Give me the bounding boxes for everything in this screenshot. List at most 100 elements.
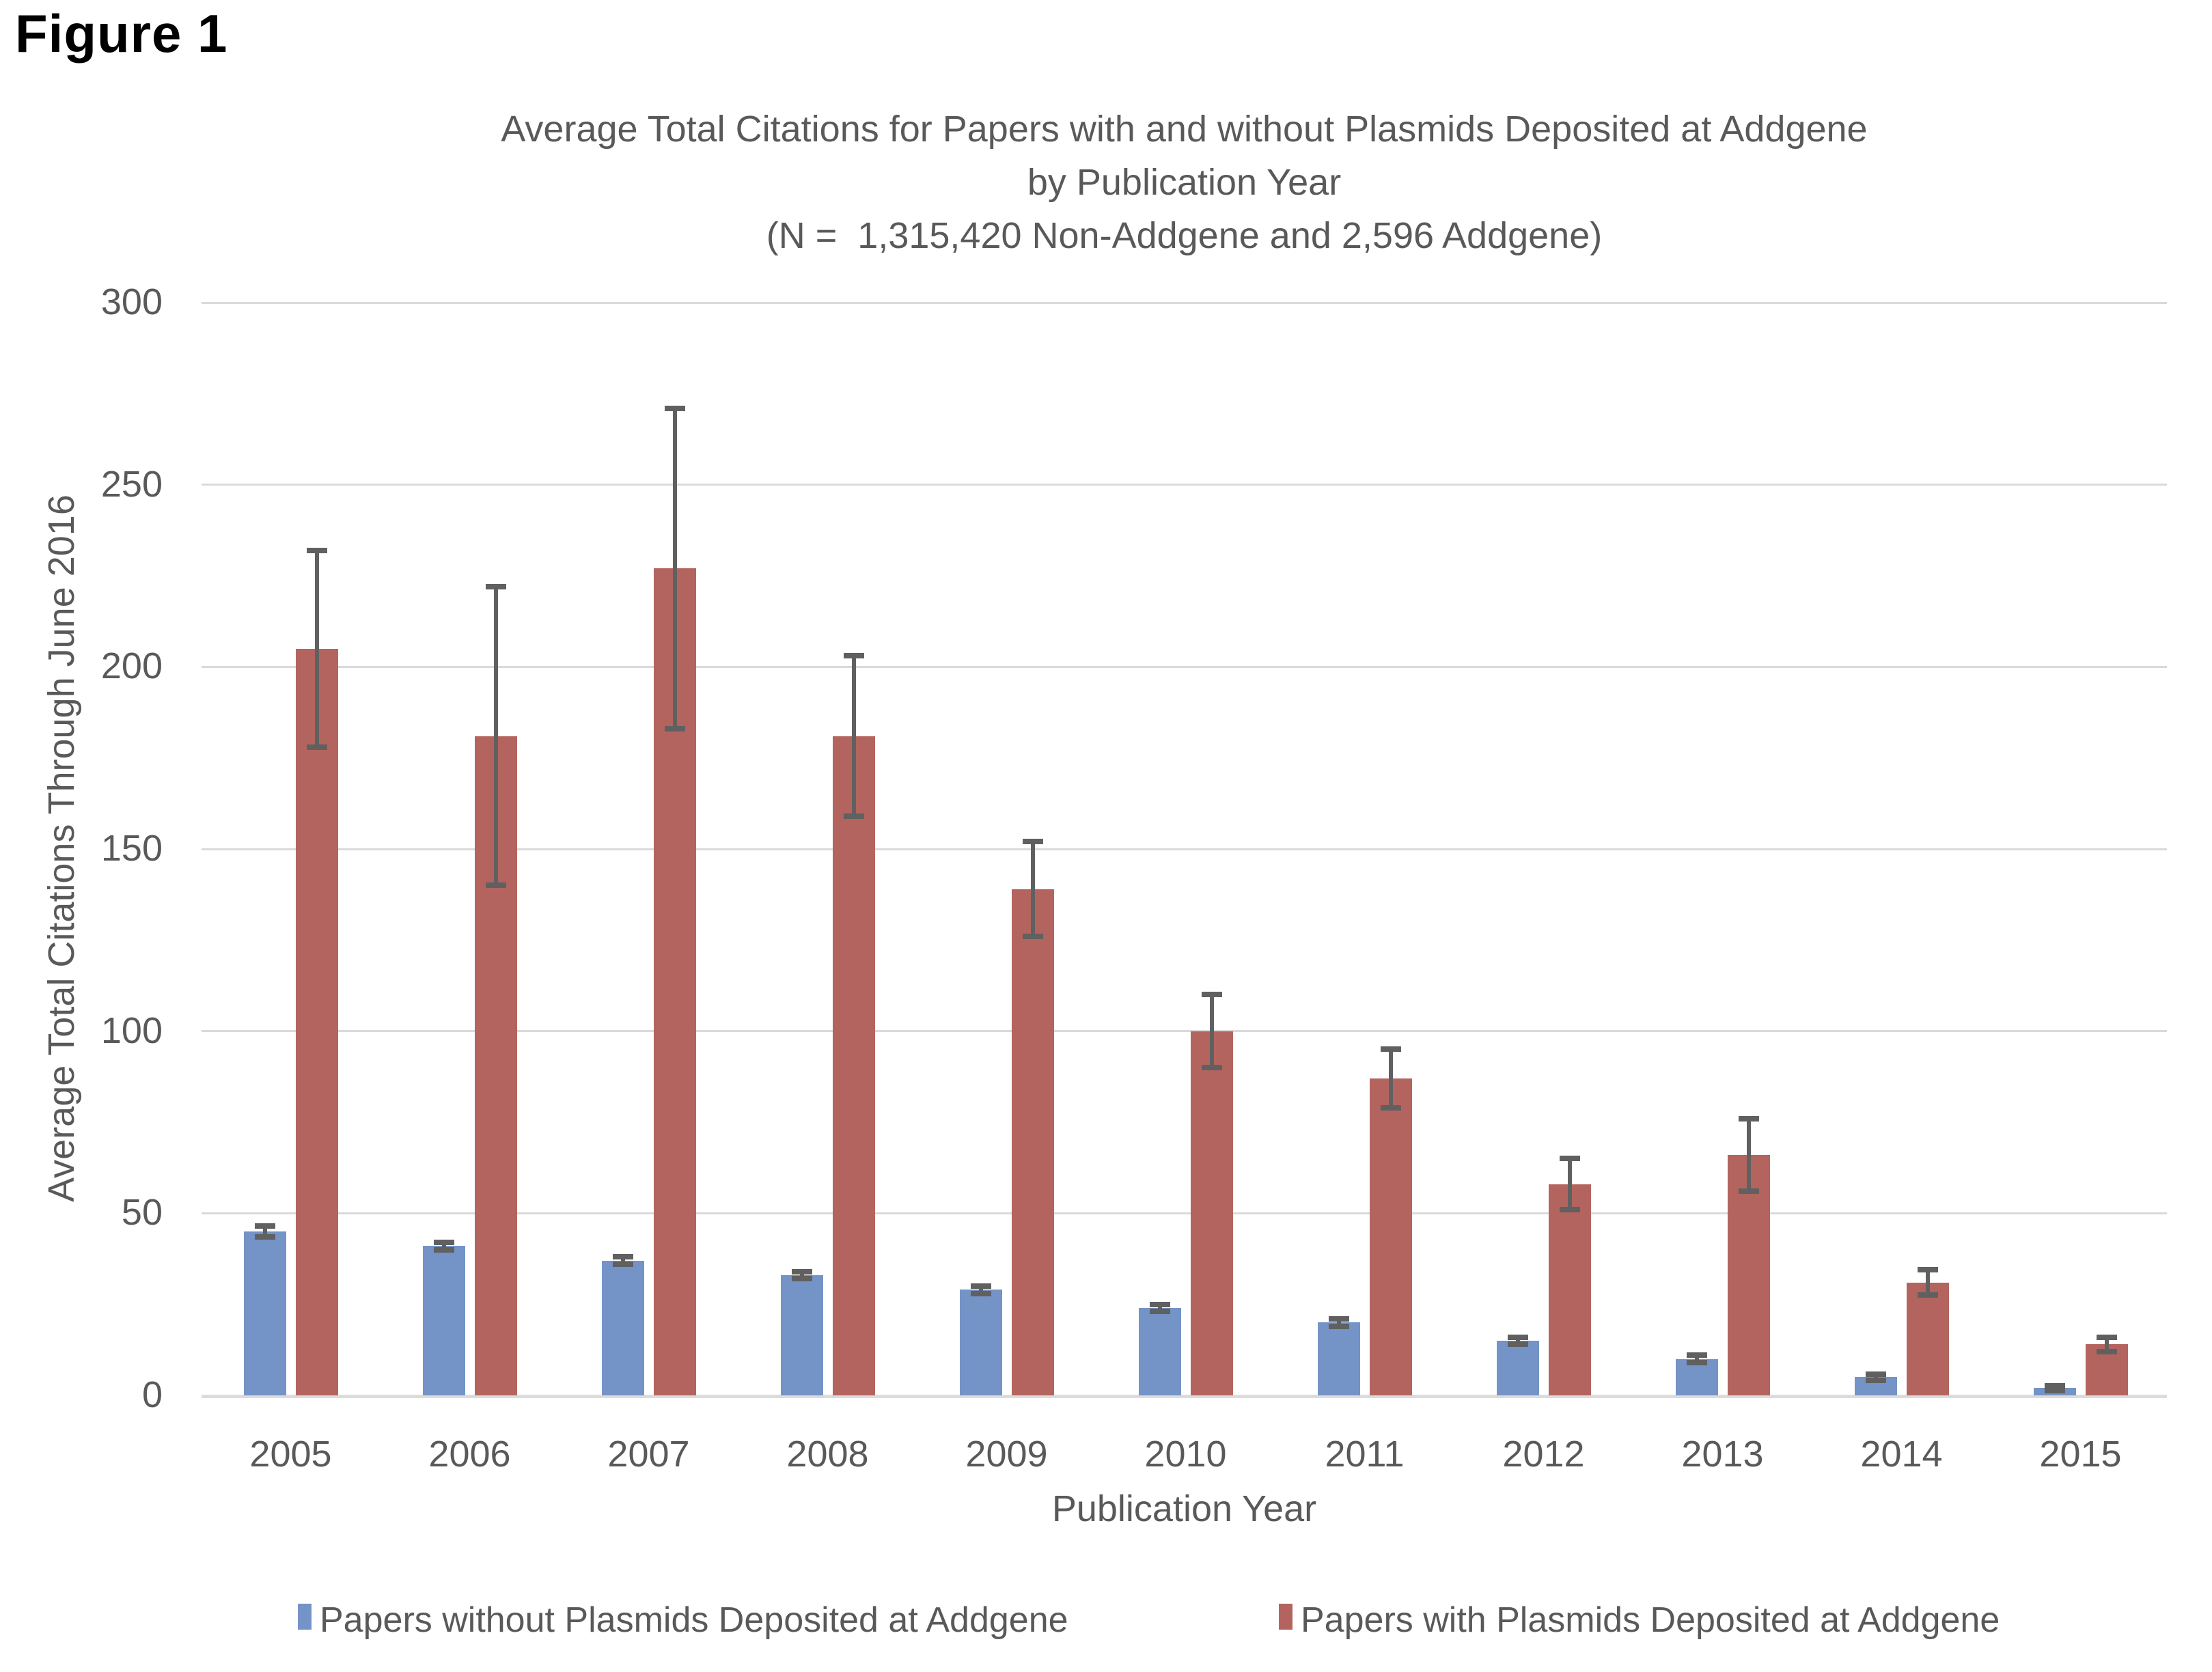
bar-with-addgene bbox=[1906, 1282, 1949, 1395]
error-bar-cap-top bbox=[1738, 1115, 1759, 1121]
bar-without-addgene bbox=[243, 1231, 286, 1395]
error-bar-cap-top bbox=[1559, 1156, 1580, 1162]
error-bar-cap-bottom bbox=[1201, 1065, 1222, 1070]
figure-label: Figure 1 bbox=[15, 3, 228, 64]
bar-without-addgene bbox=[1138, 1308, 1181, 1395]
error-bar-line bbox=[620, 1257, 625, 1264]
x-tick-label: 2014 bbox=[1860, 1434, 1943, 1475]
x-tick-label: 2007 bbox=[607, 1434, 690, 1475]
error-bar-line bbox=[1873, 1374, 1878, 1380]
error-bar-cap-bottom bbox=[1738, 1188, 1759, 1195]
x-axis-title: Publication Year bbox=[1051, 1488, 1317, 1529]
error-bar-cap-top bbox=[433, 1240, 454, 1245]
error-bar-cap-bottom bbox=[1380, 1104, 1401, 1111]
error-bar-cap-bottom bbox=[1865, 1377, 1886, 1383]
legend-swatch-with-addgene bbox=[1279, 1604, 1292, 1630]
error-bar-line bbox=[1567, 1158, 1572, 1210]
plot-area bbox=[202, 301, 2167, 1398]
chart-title-line-3: (N = 1,315,420 Non-Addgene and 2,596 Add… bbox=[766, 215, 1603, 256]
error-bar-cap-top bbox=[1686, 1352, 1707, 1358]
error-bar-cap-top bbox=[2096, 1334, 2117, 1340]
error-bar-cap-bottom bbox=[2096, 1349, 2117, 1354]
error-bar-cap-top bbox=[1507, 1334, 1528, 1340]
gridline bbox=[202, 1212, 2167, 1214]
error-bar-line bbox=[978, 1286, 983, 1294]
error-bar-line bbox=[1157, 1304, 1162, 1312]
error-bar-cap-bottom bbox=[1917, 1292, 1938, 1298]
y-tick-label: 0 bbox=[141, 1374, 163, 1415]
bar-with-addgene bbox=[1727, 1155, 1770, 1395]
x-tick-label: 2010 bbox=[1144, 1434, 1227, 1475]
x-axis-line bbox=[202, 1395, 2167, 1398]
error-bar-cap-top bbox=[306, 547, 327, 553]
error-bar-line bbox=[1336, 1319, 1341, 1326]
error-bar-cap-top bbox=[1149, 1301, 1170, 1307]
error-bar-cap-top bbox=[664, 405, 685, 411]
chart-title-line-1: Average Total Citations for Papers with … bbox=[501, 109, 1868, 150]
error-bar-cap-bottom bbox=[306, 744, 327, 750]
bar-with-addgene bbox=[1548, 1184, 1591, 1395]
error-bar-line bbox=[672, 408, 677, 729]
error-bar-cap-bottom bbox=[433, 1246, 454, 1253]
error-bar-line bbox=[1209, 994, 1214, 1068]
error-bar-line bbox=[1694, 1355, 1699, 1363]
bar-with-addgene bbox=[1190, 1031, 1233, 1395]
y-tick-label: 250 bbox=[100, 463, 163, 505]
error-bar-line bbox=[851, 656, 856, 816]
error-bar-cap-bottom bbox=[2044, 1387, 2065, 1393]
error-bar-line bbox=[1388, 1049, 1393, 1108]
bar-without-addgene bbox=[422, 1246, 465, 1395]
error-bar-cap-bottom bbox=[843, 813, 864, 819]
x-tick-label: 2012 bbox=[1502, 1434, 1585, 1475]
error-bar-line bbox=[262, 1226, 267, 1237]
x-tick-label: 2011 bbox=[1325, 1434, 1405, 1475]
error-bar-cap-bottom bbox=[485, 882, 506, 889]
error-bar-cap-bottom bbox=[1022, 934, 1043, 939]
error-bar-line bbox=[1746, 1118, 1751, 1192]
error-bar-cap-bottom bbox=[1328, 1323, 1349, 1329]
bar-with-addgene bbox=[832, 736, 875, 1395]
error-bar-cap-top bbox=[2044, 1383, 2065, 1389]
x-tick-label: 2008 bbox=[786, 1434, 869, 1475]
error-bar-cap-bottom bbox=[1559, 1207, 1580, 1212]
error-bar-cap-top bbox=[843, 653, 864, 659]
bar-without-addgene bbox=[1317, 1322, 1360, 1395]
error-bar-cap-bottom bbox=[612, 1262, 633, 1267]
error-bar-cap-bottom bbox=[791, 1276, 812, 1282]
error-bar-cap-bottom bbox=[254, 1234, 275, 1240]
bar-without-addgene bbox=[601, 1260, 644, 1395]
error-bar-cap-top bbox=[970, 1283, 991, 1289]
y-tick-label: 50 bbox=[121, 1192, 163, 1234]
bar-without-addgene bbox=[1496, 1341, 1539, 1395]
y-tick-label: 200 bbox=[100, 645, 163, 687]
x-tick-label: 2006 bbox=[428, 1434, 511, 1475]
error-bar-cap-top bbox=[1917, 1267, 1938, 1272]
error-bar-cap-top bbox=[1865, 1371, 1886, 1378]
error-bar-cap-top bbox=[1328, 1316, 1349, 1322]
y-tick-label: 300 bbox=[100, 281, 163, 322]
error-bar-cap-top bbox=[254, 1223, 275, 1229]
legend-label-without-addgene: Papers without Plasmids Deposited at Add… bbox=[320, 1600, 1068, 1640]
chart-title-line-2: by Publication Year bbox=[1027, 162, 1342, 203]
bar-without-addgene bbox=[780, 1275, 823, 1395]
gridline bbox=[202, 301, 2167, 304]
x-tick-label: 2009 bbox=[965, 1434, 1048, 1475]
error-bar-cap-bottom bbox=[970, 1290, 991, 1296]
y-tick-label: 100 bbox=[100, 1009, 163, 1051]
error-bar-cap-bottom bbox=[1686, 1360, 1707, 1365]
error-bar-line bbox=[314, 550, 319, 747]
error-bar-cap-top bbox=[1380, 1046, 1401, 1053]
error-bar-line bbox=[2104, 1337, 2109, 1352]
error-bar-cap-bottom bbox=[1149, 1309, 1170, 1315]
x-tick-label: 2013 bbox=[1681, 1434, 1764, 1475]
bar-without-addgene bbox=[959, 1290, 1002, 1395]
error-bar-line bbox=[1515, 1337, 1520, 1345]
error-bar-line bbox=[493, 587, 498, 886]
error-bar-line bbox=[441, 1242, 446, 1250]
error-bar-cap-top bbox=[1022, 839, 1043, 845]
error-bar-line bbox=[1030, 841, 1035, 936]
gridline bbox=[202, 1030, 2167, 1033]
error-bar-line bbox=[1925, 1270, 1930, 1296]
error-bar-cap-top bbox=[1201, 992, 1222, 998]
